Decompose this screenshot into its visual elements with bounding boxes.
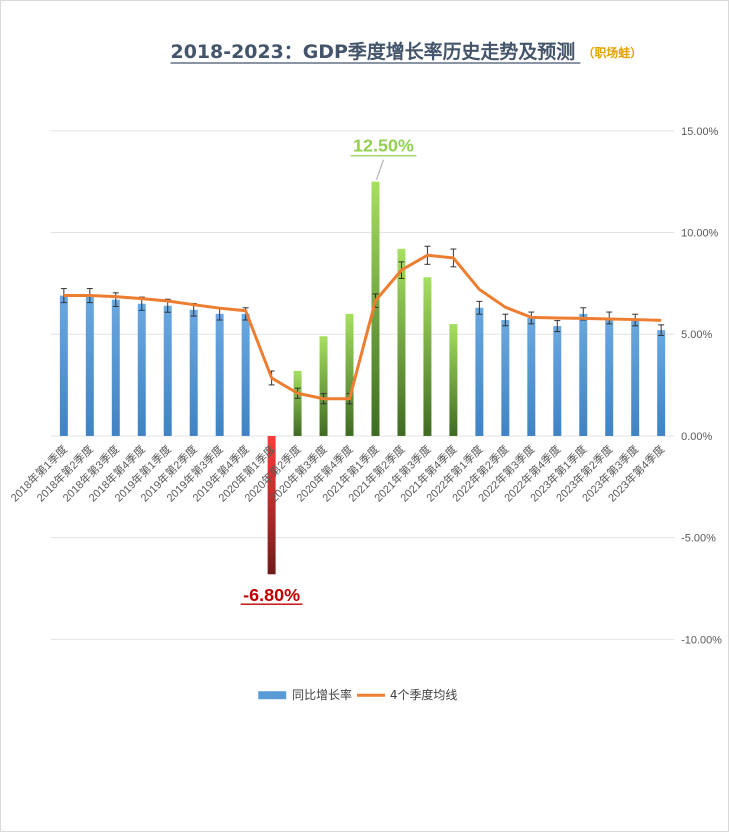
- bar: [267, 435, 276, 575]
- annotation-min: -6.80%: [243, 585, 300, 605]
- legend-swatch-bar: [258, 691, 287, 700]
- bar: [657, 330, 666, 436]
- error-bars: [60, 245, 665, 405]
- x-axis-ticks: 2018年第1季度2018年第2季度2018年第3季度2018年第4季度2019…: [8, 442, 668, 504]
- annotations: -6.80% 12.50%: [240, 136, 417, 605]
- bar: [137, 303, 146, 436]
- chart-title: 2018-2023：GDP季度增长率历史走势及预测: [171, 40, 576, 63]
- bar: [241, 313, 250, 436]
- y-axis-ticks: 15.00% 10.00% 5.00% 0.00% -5.00% -10.00%: [681, 126, 722, 647]
- y-tick-label: 5.00%: [681, 329, 712, 341]
- bar: [631, 319, 640, 436]
- bar: [527, 317, 536, 436]
- bar: [371, 181, 380, 436]
- y-tick-label: 10.00%: [681, 227, 718, 239]
- bar: [111, 299, 120, 436]
- bar: [423, 277, 432, 436]
- y-tick-label: 0.00%: [681, 431, 712, 443]
- gridlines: [50, 130, 675, 640]
- bar: [189, 309, 198, 436]
- y-tick-label: 15.00%: [681, 126, 718, 138]
- bar: [319, 336, 328, 436]
- legend-label-line: 4个季度均线: [390, 687, 457, 702]
- bar: [345, 313, 354, 436]
- bar: [163, 305, 172, 436]
- bar: [85, 295, 94, 436]
- chart-subtitle: （职场蛙）: [582, 45, 642, 60]
- bar: [59, 295, 68, 436]
- bar: [293, 370, 302, 436]
- bars: [59, 181, 666, 575]
- annotation-max: 12.50%: [353, 136, 414, 156]
- bar: [501, 319, 510, 436]
- bar: [397, 248, 406, 436]
- y-tick-label: -10.00%: [681, 634, 722, 646]
- legend: 同比增长率 4个季度均线: [258, 687, 457, 702]
- bar: [579, 313, 588, 436]
- legend-label-bar: 同比增长率: [292, 687, 352, 702]
- average-line-path: [63, 253, 662, 401]
- bar: [215, 313, 224, 436]
- average-line: [63, 253, 662, 401]
- bar: [475, 307, 484, 436]
- bar: [553, 326, 562, 436]
- y-tick-label: -5.00%: [681, 533, 716, 545]
- annotation-max-leader: [376, 159, 384, 180]
- bar: [605, 317, 614, 436]
- bar: [449, 324, 458, 436]
